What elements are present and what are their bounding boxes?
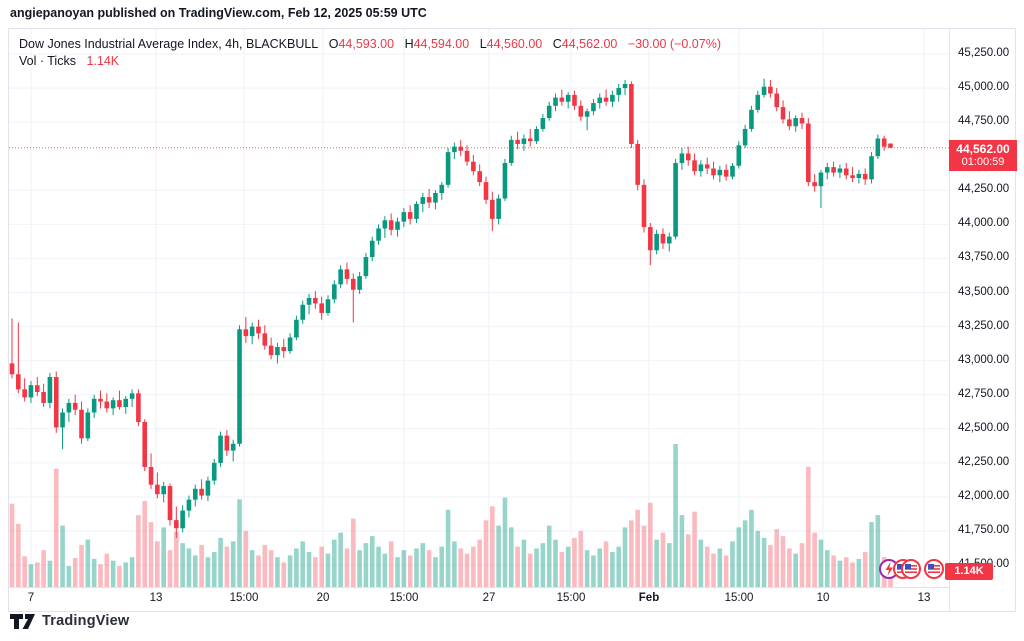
candlestick-chart[interactable] [9,29,949,587]
time-tick-label: 15:00 [229,592,259,604]
change-value: −30.00 (−0.07%) [627,37,721,51]
ohlc-open-label: O [328,37,339,51]
price-tick-label: 42,750.00 [958,387,1010,400]
time-tick-label: 7 [27,592,35,604]
symbol-title[interactable]: Dow Jones Industrial Average Index, 4h, … [19,37,319,51]
price-tick-label: 45,250.00 [958,47,1010,59]
us-flag-economic-event-icon[interactable] [924,559,944,579]
time-axis[interactable]: 7 13 15:00 20 15:00 27 15:00 Feb 15:00 10 13 [9,587,949,611]
chart-frame: Dow Jones Industrial Average Index, 4h, … [8,28,1017,612]
price-tick-label: 43,750.00 [958,251,1010,264]
price-tick-label: 43,250.00 [958,319,1010,332]
tradingview-logo-text: TradingView [42,613,130,629]
bar-countdown-timer: 01:00:59 [961,155,1005,168]
time-tick-label: 13 [149,592,163,604]
ohlc-high-value: 44,594.00 [413,37,470,51]
time-tick-label: 20 [316,592,330,604]
time-tick-label: 27 [482,592,496,604]
price-axis[interactable]: 44,562.00 01:00:59 1.14K 45,250.00 45,000… [945,29,1017,611]
economic-event-markers [877,557,949,586]
ohlc-open-value: 44,593.00 [338,37,395,51]
time-tick-label: Feb [638,592,660,604]
volume-axis-badge: 1.14K [945,563,993,580]
volume-legend-label[interactable]: Vol · Ticks [19,54,76,68]
time-tick-label: 15:00 [389,592,419,604]
chart-legend: Dow Jones Industrial Average Index, 4h, … [19,36,721,70]
us-flag-economic-event-icon[interactable] [901,559,921,579]
tradingview-logo[interactable]: TradingView [10,612,129,630]
legend-line-2: Vol · Ticks 1.14K [19,53,721,70]
time-tick-label: 10 [816,592,830,604]
tradingview-logo-icon [10,614,35,629]
ohlc-low-label: L [479,37,487,51]
price-tick-label: 44,750.00 [958,115,1010,128]
price-tick-label: 42,250.00 [958,455,1010,468]
current-price-badge: 44,562.00 01:00:59 [949,139,1017,171]
price-tick-label: 43,000.00 [958,353,1010,366]
price-tick-label: 42,000.00 [958,489,1010,502]
price-tick-label: 41,750.00 [958,524,1010,536]
ohlc-close-value: 44,562.00 [561,37,618,51]
ohlc-close-label: C [552,37,562,51]
time-tick-label: 15:00 [724,592,754,604]
price-tick-label: 45,000.00 [958,81,1010,94]
economic-event-lightning-icon[interactable] [879,559,899,579]
time-tick-label: 15:00 [556,592,586,604]
price-tick-label: 42,500.00 [958,421,1010,434]
ohlc-high-label: H [404,37,414,51]
legend-line-1: Dow Jones Industrial Average Index, 4h, … [19,36,721,53]
price-tick-label: 43,500.00 [958,285,1010,298]
volume-legend-value: 1.14K [86,54,120,68]
ohlc-low-value: 44,560.00 [486,37,543,51]
attribution-text: angiepanoyan published on TradingView.co… [10,6,427,20]
time-tick-label: 13 [917,592,931,604]
price-tick-label: 44,250.00 [958,183,1010,196]
current-price-value: 44,562.00 [956,141,1010,156]
price-tick-label: 44,000.00 [958,217,1010,230]
